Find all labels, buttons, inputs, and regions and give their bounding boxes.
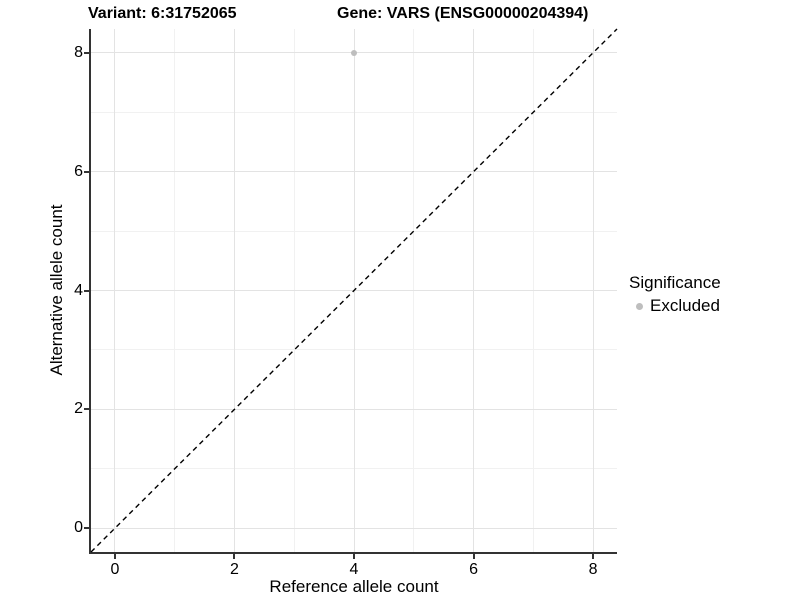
y-axis-title: Alternative allele count xyxy=(47,204,66,376)
excluded-point-icon xyxy=(636,302,643,310)
identity-dashed-line xyxy=(90,28,618,553)
x-tick-label: 8 xyxy=(588,561,598,578)
y-tick xyxy=(84,408,89,411)
y-major-gridline xyxy=(91,527,617,529)
x-axis-line xyxy=(89,552,617,554)
x-axis-title: Reference allele count xyxy=(269,577,439,596)
legend: Significance Excluded xyxy=(629,272,721,316)
y-tick-label: 4 xyxy=(74,281,83,299)
legend-title: Significance xyxy=(629,273,721,292)
variant-title: Variant: 6:31752065 xyxy=(88,5,237,22)
identity-line-layer xyxy=(90,28,618,553)
y-tick-label: 8 xyxy=(74,43,83,61)
x-tick xyxy=(113,554,116,559)
gene-title: Gene: VARS (ENSG00000204394) xyxy=(337,5,589,22)
data-point-excluded xyxy=(351,49,357,56)
x-tick-label: 4 xyxy=(349,561,359,578)
y-tick xyxy=(84,170,89,173)
y-major-gridline xyxy=(91,171,617,173)
y-tick xyxy=(84,527,89,530)
x-tick-label: 0 xyxy=(110,561,120,578)
y-tick-label: 2 xyxy=(74,400,83,418)
plot-panel xyxy=(90,28,618,553)
y-tick xyxy=(84,289,89,292)
x-tick xyxy=(472,554,475,559)
x-tick xyxy=(233,554,236,559)
legend-item-label: Excluded xyxy=(650,296,720,315)
y-major-gridline xyxy=(91,408,617,410)
y-axis-line xyxy=(89,29,91,554)
y-tick-label: 6 xyxy=(74,162,83,180)
y-tick-label: 0 xyxy=(74,519,83,537)
legend-item-excluded: Excluded xyxy=(629,296,721,316)
x-tick-label: 6 xyxy=(469,561,478,578)
x-tick xyxy=(592,554,595,559)
x-tick xyxy=(353,554,355,559)
x-tick-label: 2 xyxy=(230,561,239,578)
y-tick xyxy=(84,51,89,54)
